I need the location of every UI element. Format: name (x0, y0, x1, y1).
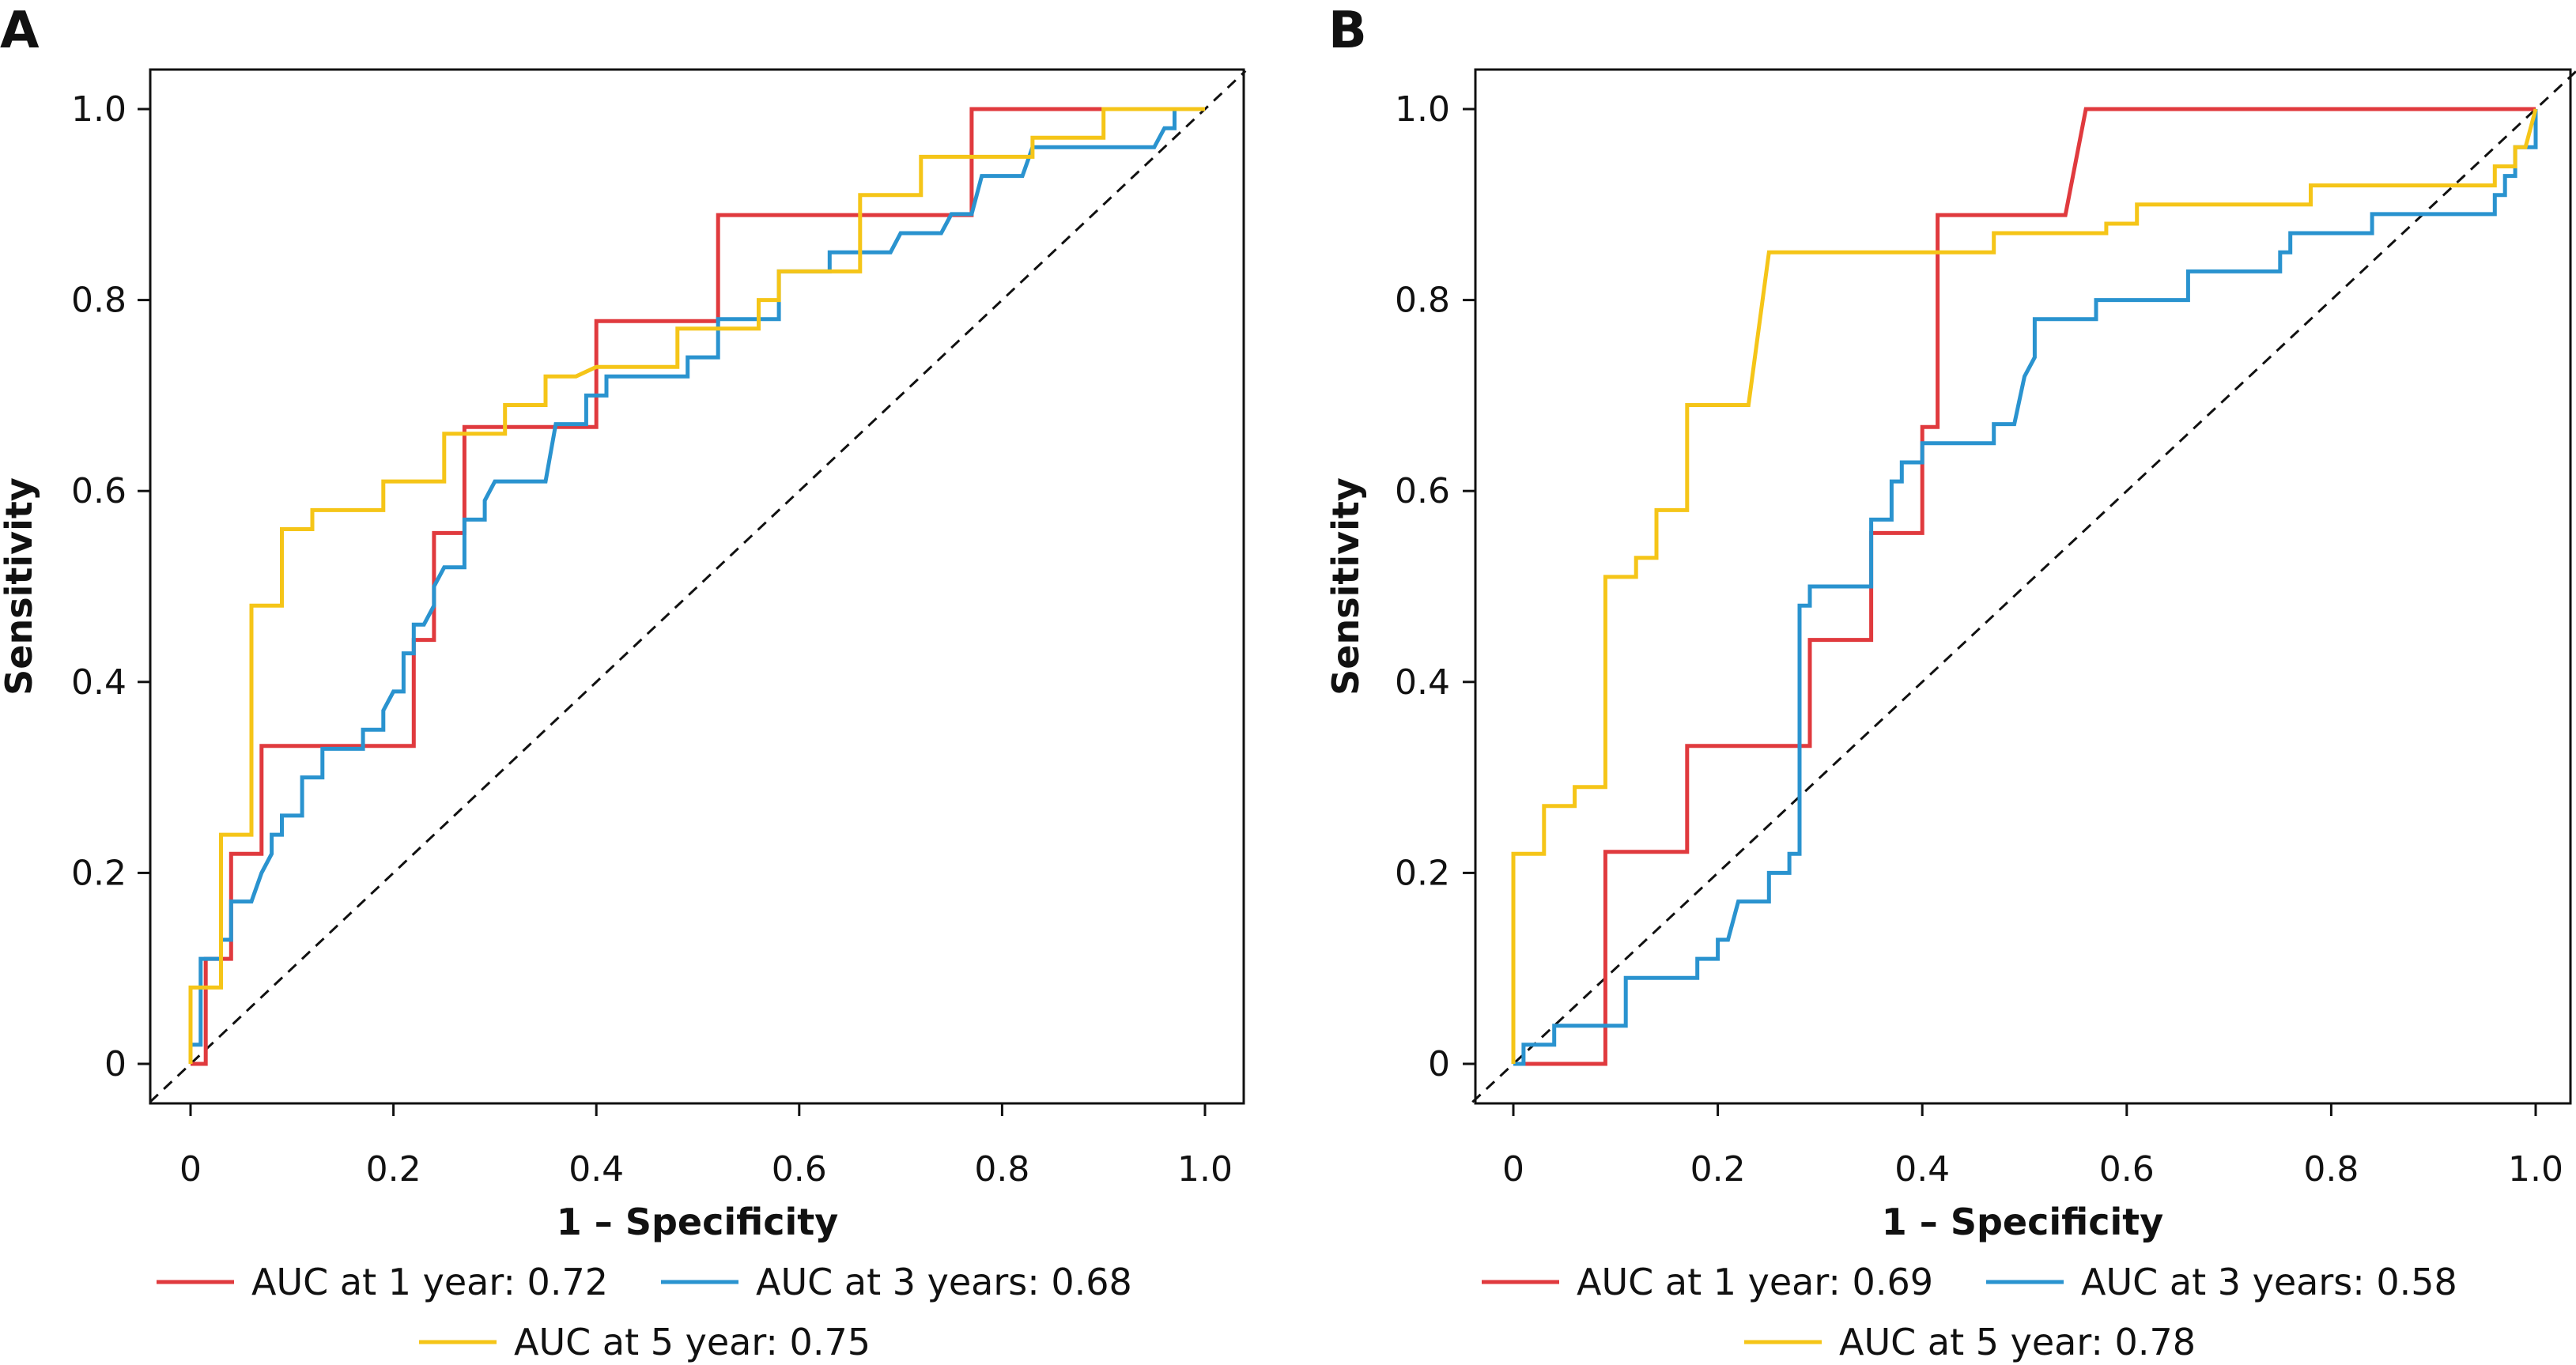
plot-frame-b (1474, 68, 2572, 1105)
tick-group-b: 0 0.2 0.4 0.6 0.8 1.0 0 0.2 0.4 0.6 0.8 1.0 (1395, 89, 2563, 1190)
y-tick-label: 0.6 (71, 471, 127, 511)
y-tick-label: 0.4 (71, 662, 127, 703)
x-tick-label: 1.0 (2508, 1149, 2563, 1190)
x-tick-label: 0.8 (974, 1149, 1029, 1190)
x-tick-label: 1.0 (1177, 1149, 1233, 1190)
y-tick-label: 0.4 (1395, 662, 1450, 703)
y-axis-label-b: Sensitivity (1324, 477, 1367, 696)
legend-label-a-1: AUC at 1 year: 0.72 (251, 1261, 608, 1303)
legend-label-a-2: AUC at 3 years: 0.68 (756, 1261, 1132, 1303)
y-tick-label: 0.8 (1395, 281, 1450, 321)
panel-letter-a: A (0, 2, 40, 60)
roc-curve-yellow (188, 107, 1205, 1064)
y-tick-label: 0.6 (1395, 471, 1450, 511)
legend-label-b-3: AUC at 5 year: 0.78 (1839, 1321, 2196, 1363)
y-tick-label: 0 (104, 1044, 127, 1084)
x-tick-label: 0.4 (568, 1149, 624, 1190)
x-tick-label: 0.6 (2099, 1149, 2155, 1190)
x-tick-label: 0.4 (1894, 1149, 1950, 1190)
y-tick-label: 0.2 (71, 853, 127, 893)
x-tick-label: 0.8 (2303, 1149, 2359, 1190)
panel-letter-b: B (1328, 2, 1367, 60)
plot-frame-a (149, 68, 1245, 1105)
y-tick-label: 1.0 (1395, 89, 1450, 130)
y-tick-label: 0.8 (71, 281, 127, 321)
x-axis-label-a: 1 – Specificity (557, 1201, 838, 1243)
x-tick-label: 0 (1502, 1149, 1524, 1190)
y-tick-label: 1.0 (71, 89, 127, 130)
tick-group-a: 0 0.2 0.4 0.6 0.8 1.0 0 0.2 0.4 0.6 0.8 1.0 (71, 89, 1233, 1190)
y-tick-label: 0 (1428, 1044, 1450, 1084)
roc-curve-blue (1513, 109, 2538, 1066)
legend-label-b-2: AUC at 3 years: 0.58 (2081, 1261, 2457, 1303)
x-axis-label-b: 1 – Specificity (1882, 1201, 2163, 1243)
y-axis-label-a: Sensitivity (0, 477, 40, 696)
reference-diagonal-a (149, 70, 1247, 1103)
legend-a: AUC at 1 year: 0.72 AUC at 3 years: 0.68… (157, 1261, 1132, 1363)
panel-a: A 0 0.2 0.4 0.6 0.8 1.0 0 0.2 0.4 0.6 0.8 1.0 1 – S… (0, 2, 1247, 1363)
roc-curves-a (188, 107, 1205, 1066)
roc-curve-yellow (1511, 108, 2538, 1064)
reference-diagonal-b (1471, 70, 2576, 1103)
x-tick-label: 0.2 (1690, 1149, 1746, 1190)
x-tick-label: 0.2 (366, 1149, 421, 1190)
x-tick-label: 0.6 (772, 1149, 827, 1190)
legend-b: AUC at 1 year: 0.69 AUC at 3 years: 0.58… (1482, 1261, 2457, 1363)
y-tick-label: 0.2 (1395, 853, 1450, 893)
roc-curve-blue (188, 107, 1205, 1064)
panel-b: B 0 0.2 0.4 0.6 0.8 1.0 0 0.2 0.4 0.6 0.8 1.0 1 – S… (1324, 2, 2576, 1363)
legend-label-b-1: AUC at 1 year: 0.69 (1577, 1261, 1933, 1303)
roc-curves-b (1511, 107, 2538, 1066)
x-tick-label: 0 (179, 1149, 202, 1190)
legend-label-a-3: AUC at 5 year: 0.75 (514, 1321, 871, 1363)
